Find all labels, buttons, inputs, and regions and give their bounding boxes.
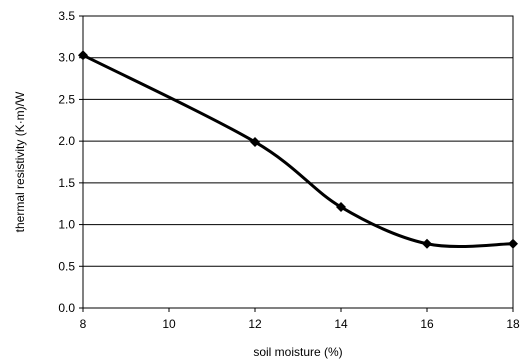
data-points [78,50,518,249]
y-tick-label: 1.5 [58,176,75,190]
plot-area-frame [82,15,514,309]
x-tick-label: 14 [334,317,348,331]
x-tick-label: 10 [162,317,176,331]
y-tick-label: 0.5 [58,259,75,273]
data-point-marker [78,50,88,61]
y-tick-label: 3.0 [58,51,75,65]
data-point-marker [422,238,432,249]
x-axis-label: soil moisture (%) [253,345,342,359]
series-line [81,53,515,248]
y-axis-label: thermal resistivity (K·m)/W [13,91,27,232]
x-axis-ticks: 8 10 12 14 16 18 [80,308,520,331]
y-tick-label: 2.5 [58,92,75,106]
y-tick-label: 2.0 [58,134,75,148]
data-point-marker [508,238,518,249]
x-tick-label: 16 [420,317,434,331]
gridlines [83,57,513,267]
x-tick-label: 12 [248,317,262,331]
y-tick-label: 1.0 [58,218,75,232]
y-tick-label: 3.5 [58,9,75,23]
y-tick-label: 0.0 [58,301,75,315]
data-point-marker [250,136,260,147]
x-tick-label: 18 [506,317,520,331]
x-tick-label: 8 [80,317,87,331]
data-point-marker [336,202,346,213]
